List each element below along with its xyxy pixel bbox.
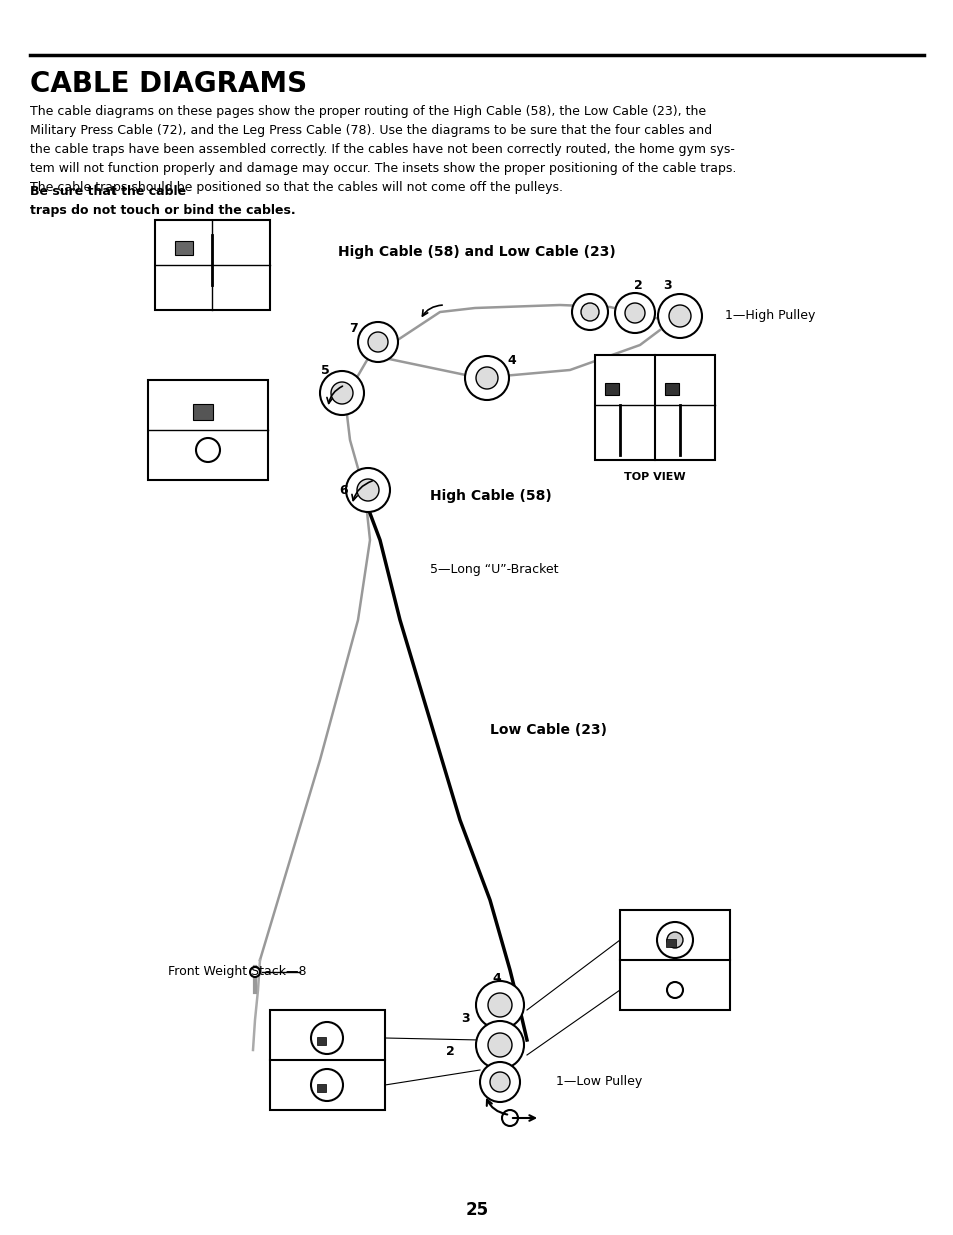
Text: TOP VIEW: TOP VIEW: [623, 472, 685, 482]
Bar: [174, 241, 193, 254]
Bar: [270, 1010, 385, 1110]
Circle shape: [488, 1032, 512, 1057]
Circle shape: [668, 305, 690, 327]
Text: Be sure that the cable
traps do not touch or bind the cables.: Be sure that the cable traps do not touc…: [30, 185, 295, 217]
Text: 1—Low Pulley: 1—Low Pulley: [556, 1076, 641, 1088]
Text: Low Cable (23): Low Cable (23): [490, 722, 606, 737]
Circle shape: [476, 981, 523, 1029]
Bar: [316, 1084, 326, 1092]
Circle shape: [311, 1023, 343, 1053]
Circle shape: [311, 1070, 343, 1100]
Text: 3: 3: [663, 279, 672, 291]
Text: 5—Long “U”-Bracket: 5—Long “U”-Bracket: [430, 563, 558, 577]
Bar: [154, 220, 270, 310]
Circle shape: [657, 923, 692, 958]
Text: Front Weight Stack—8: Front Weight Stack—8: [168, 966, 306, 978]
Text: 4: 4: [506, 353, 516, 367]
Circle shape: [476, 367, 497, 389]
Text: The cable diagrams on these pages show the proper routing of the High Cable (58): The cable diagrams on these pages show t…: [30, 105, 736, 194]
Circle shape: [331, 382, 353, 404]
Circle shape: [319, 370, 364, 415]
Circle shape: [356, 479, 378, 501]
Circle shape: [368, 332, 388, 352]
Text: High Cable (58): High Cable (58): [430, 489, 551, 503]
Circle shape: [666, 982, 682, 998]
Bar: [664, 383, 679, 395]
Bar: [604, 383, 618, 395]
Text: 6: 6: [339, 483, 348, 496]
Text: 2: 2: [633, 279, 641, 291]
Bar: [193, 404, 213, 420]
Circle shape: [501, 1110, 517, 1126]
Text: High Cable (58) and Low Cable (23): High Cable (58) and Low Cable (23): [337, 245, 616, 259]
Circle shape: [250, 967, 260, 977]
Circle shape: [490, 1072, 510, 1092]
Circle shape: [572, 294, 607, 330]
Circle shape: [580, 303, 598, 321]
Text: 5: 5: [321, 363, 330, 377]
Circle shape: [615, 293, 655, 333]
Circle shape: [357, 322, 397, 362]
Bar: [316, 1037, 326, 1045]
Bar: [665, 939, 676, 947]
Circle shape: [488, 993, 512, 1016]
Circle shape: [476, 1021, 523, 1070]
Circle shape: [195, 438, 220, 462]
Circle shape: [624, 303, 644, 324]
Circle shape: [666, 932, 682, 948]
Text: 4: 4: [492, 972, 501, 986]
Circle shape: [658, 294, 701, 338]
Circle shape: [464, 356, 509, 400]
Text: 25: 25: [465, 1200, 488, 1219]
Text: 3: 3: [461, 1011, 470, 1025]
Text: CABLE DIAGRAMS: CABLE DIAGRAMS: [30, 70, 307, 98]
Bar: [619, 910, 729, 1010]
Text: 1—High Pulley: 1—High Pulley: [724, 310, 815, 322]
Text: 2: 2: [446, 1045, 455, 1058]
Circle shape: [346, 468, 390, 513]
Text: 7: 7: [349, 321, 357, 335]
Bar: [148, 380, 268, 480]
Circle shape: [479, 1062, 519, 1102]
Bar: [595, 354, 714, 459]
